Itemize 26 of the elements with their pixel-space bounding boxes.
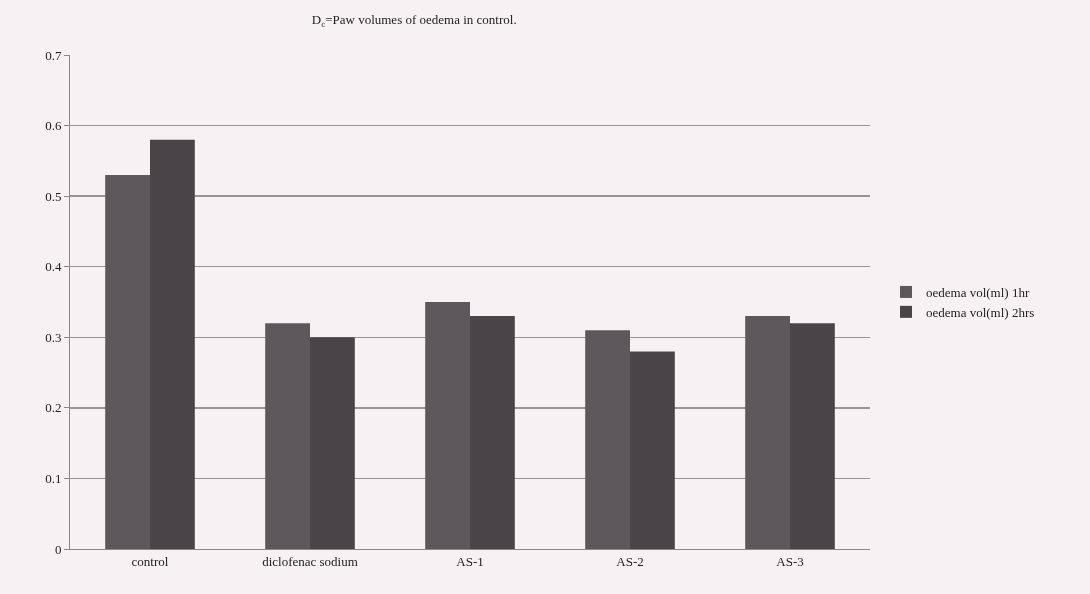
x-tick-label: diclofenac sodium [262, 553, 358, 569]
y-tick-label: 0.1 [45, 470, 62, 486]
bar [105, 174, 150, 549]
bar [150, 139, 195, 549]
bar [310, 337, 355, 549]
bar [790, 323, 835, 549]
bar [745, 316, 790, 549]
bar [585, 330, 630, 549]
bar [470, 316, 515, 549]
bar [425, 302, 470, 549]
legend-label: oedema vol(ml) 1hr [926, 285, 1030, 301]
y-tick-label: 0.7 [45, 47, 62, 63]
bar [630, 351, 675, 549]
bar [265, 323, 310, 549]
y-tick-label: 0.6 [45, 118, 62, 134]
x-tick-label: AS-3 [776, 553, 804, 569]
chart-title: D$_{c}$=Paw volumes of oedema in control. [311, 11, 517, 29]
y-tick-label: 0.3 [45, 329, 62, 345]
y-tick-label: 0.5 [45, 188, 62, 204]
x-tick-label: AS-1 [456, 553, 484, 569]
y-tick-label: 0.2 [45, 400, 62, 416]
x-tick-label: AS-2 [616, 553, 644, 569]
x-tick-label: control [131, 553, 169, 569]
y-tick-label: 0 [54, 541, 62, 557]
y-tick-label: 0.4 [45, 259, 62, 275]
legend-label: oedema vol(ml) 2hrs [926, 304, 1035, 320]
